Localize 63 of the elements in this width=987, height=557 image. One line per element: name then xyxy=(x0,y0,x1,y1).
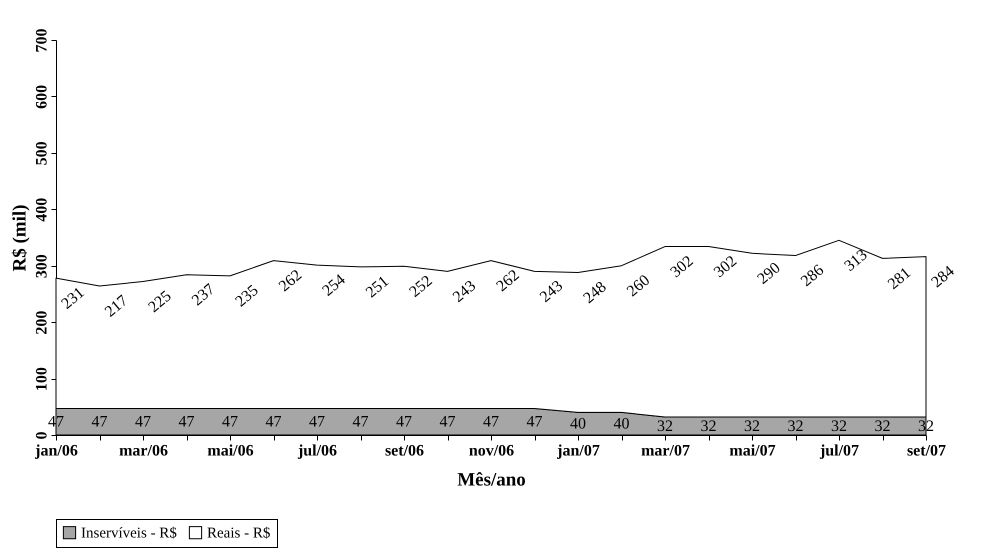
data-label: 231 xyxy=(58,284,88,313)
data-label: 47 xyxy=(396,414,412,431)
data-label: 32 xyxy=(700,418,716,435)
data-label: 251 xyxy=(362,272,392,302)
x-tick-label: jan/07 xyxy=(556,442,600,460)
legend-label: Inservíveis - R$ xyxy=(81,526,178,542)
data-label: 32 xyxy=(788,418,804,435)
x-tick-label: mar/06 xyxy=(119,442,168,460)
x-axis-title: Mês/ano xyxy=(457,470,526,490)
data-label: 47 xyxy=(309,414,325,431)
data-label: 243 xyxy=(450,277,480,306)
x-tick-label: set/06 xyxy=(384,442,424,460)
y-tick-label: 600 xyxy=(34,84,50,109)
x-tick-label: jul/06 xyxy=(296,442,338,460)
data-label: 313 xyxy=(841,246,871,275)
data-label: 262 xyxy=(276,266,306,296)
data-label: 254 xyxy=(319,271,349,300)
data-label: 217 xyxy=(102,292,132,321)
data-label: 47 xyxy=(483,414,499,431)
data-label: 302 xyxy=(710,252,740,282)
data-label: 286 xyxy=(798,262,828,290)
data-label: 40 xyxy=(570,416,586,433)
data-label: 252 xyxy=(406,272,436,301)
data-label: 32 xyxy=(744,418,760,435)
data-label: 47 xyxy=(135,414,151,431)
x-tick-label: jul/07 xyxy=(818,442,860,460)
x-tick-label: jan/06 xyxy=(34,442,78,460)
x-tick-label: mai/06 xyxy=(207,442,254,460)
data-label: 32 xyxy=(874,418,890,435)
y-tick-label: 100 xyxy=(34,367,50,392)
x-tick-label: nov/06 xyxy=(468,442,514,460)
data-label: 248 xyxy=(580,278,610,308)
data-label: 290 xyxy=(754,259,784,288)
y-tick-label: 300 xyxy=(34,254,50,278)
y-tick-label: 0 xyxy=(34,432,50,440)
data-label: 32 xyxy=(657,418,673,435)
data-label: 47 xyxy=(526,414,542,431)
data-label: 47 xyxy=(352,414,368,431)
y-tick-label: 700 xyxy=(34,28,50,52)
legend-label: Reais - R$ xyxy=(207,526,271,542)
data-label: 262 xyxy=(493,266,523,296)
data-label: 47 xyxy=(92,414,108,431)
data-label: 47 xyxy=(266,414,282,431)
data-label: 243 xyxy=(536,277,566,306)
y-axis-title: R$ (mil) xyxy=(10,204,30,272)
y-tick-label: 500 xyxy=(34,141,50,166)
x-tick-label: mar/07 xyxy=(641,442,690,460)
data-label: 47 xyxy=(440,414,456,431)
data-label: 281 xyxy=(884,264,914,293)
data-label: 284 xyxy=(928,262,958,292)
y-tick-label: 200 xyxy=(34,310,50,335)
data-label: 237 xyxy=(188,280,218,310)
data-label: 47 xyxy=(222,414,238,431)
data-label: 235 xyxy=(232,282,262,310)
y-tick-label: 400 xyxy=(34,198,50,222)
data-label: 32 xyxy=(831,418,847,435)
data-label: 225 xyxy=(145,288,175,316)
data-label: 47 xyxy=(178,414,194,431)
data-label: 40 xyxy=(614,416,630,433)
x-tick-label: set/07 xyxy=(906,442,946,460)
data-label: 302 xyxy=(667,252,697,282)
data-label: 260 xyxy=(624,272,654,300)
x-tick-label: mai/07 xyxy=(729,442,776,460)
